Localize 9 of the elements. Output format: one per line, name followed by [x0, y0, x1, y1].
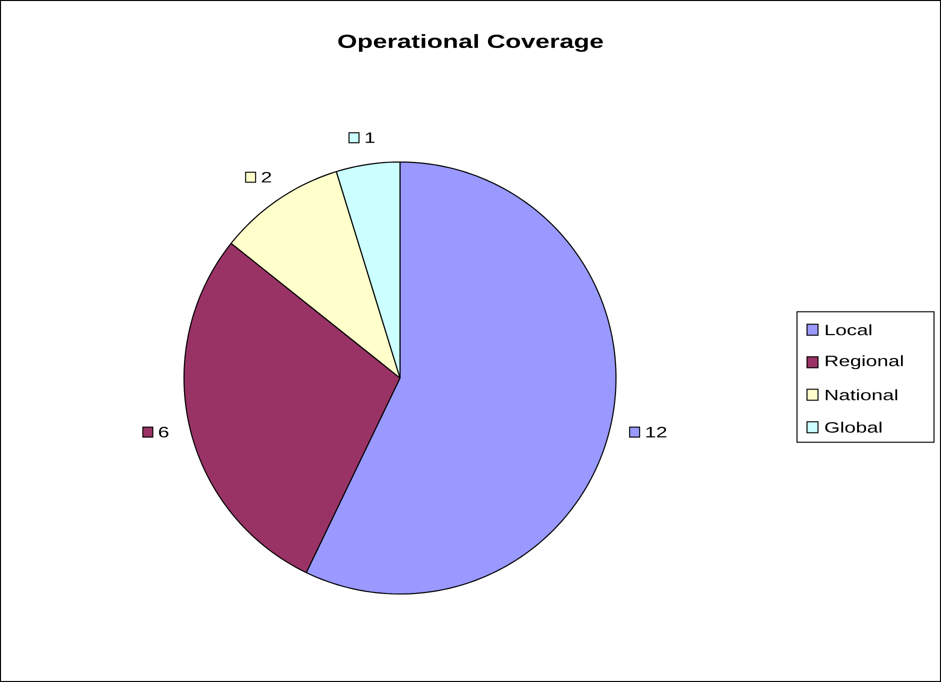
- legend-label: Local: [826, 324, 872, 336]
- chart-title: Operational Coverage: [338, 34, 603, 52]
- data-label: 6: [159, 426, 168, 438]
- legend-label: National: [826, 389, 898, 400]
- data-label: 1: [366, 132, 374, 143]
- legend-label: Regional: [826, 355, 903, 370]
- data-label: 12: [646, 426, 666, 438]
- data-label: 2: [262, 172, 272, 182]
- legend-label: Global: [825, 422, 882, 433]
